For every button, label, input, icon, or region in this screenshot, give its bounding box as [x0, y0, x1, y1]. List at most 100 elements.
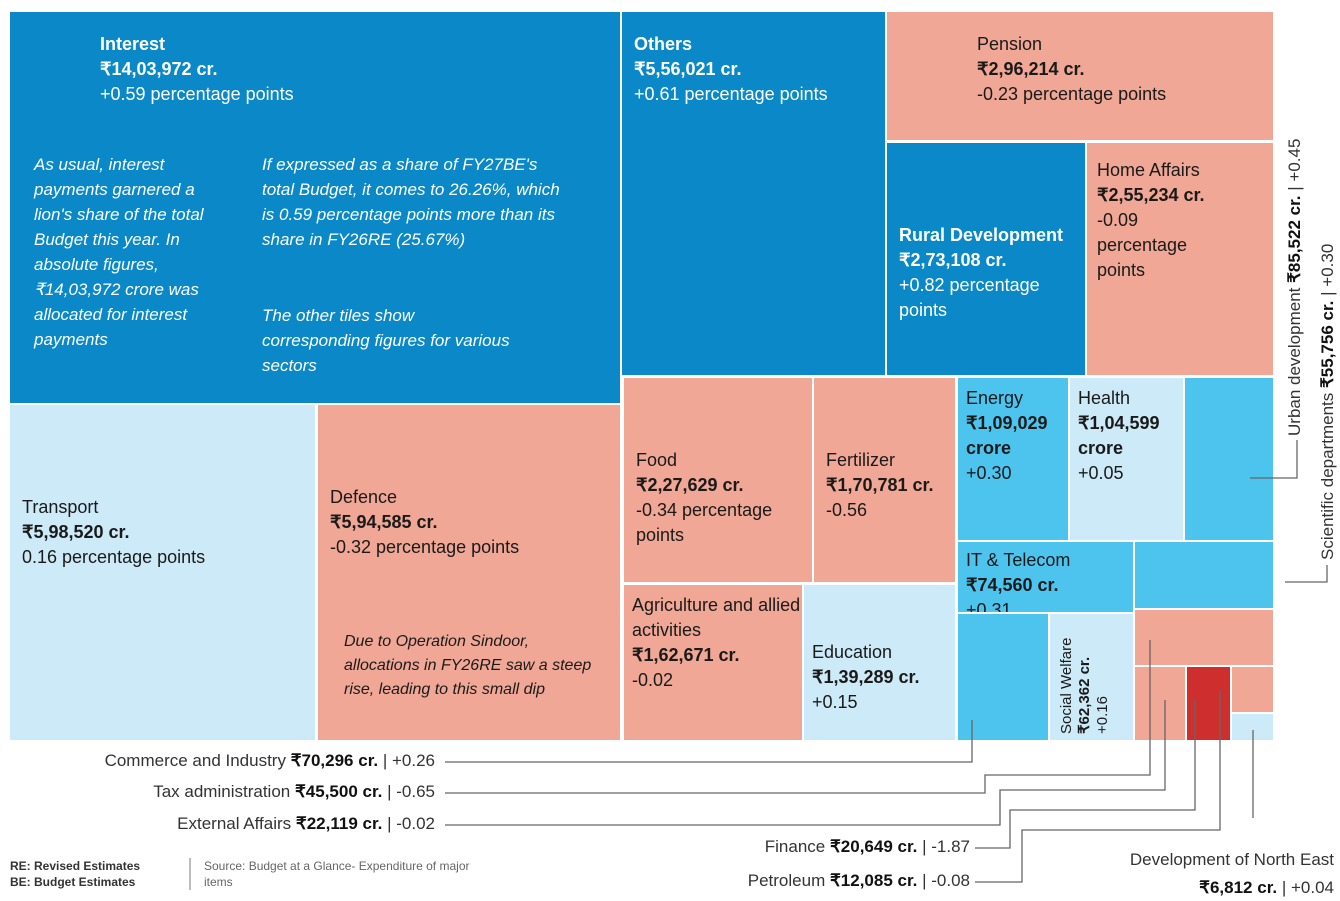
tile: Fertilizer ₹1,70,781 cr. -0.56: [814, 378, 955, 582]
callout-amount: ₹45,500 cr.: [294, 782, 383, 801]
tile: Food ₹2,27,629 cr. -0.34 percentage points: [624, 378, 812, 582]
tile-change: -0.23 percentage points: [977, 84, 1167, 104]
tile-amount: ₹74,560 cr.: [966, 575, 1059, 595]
tile-change: +0.15: [812, 692, 858, 712]
tile-text: Defence ₹5,94,585 cr. -0.32 percentage poi…: [330, 485, 610, 560]
tile-text: Home Affairs ₹2,55,234 cr. -0.09 percentag…: [1097, 158, 1227, 283]
connector: [445, 700, 1166, 826]
tile: Pension ₹2,96,214 cr. -0.23 percentage poi…: [887, 12, 1273, 140]
tile-note: Due to Operation Sindoor, allocations in…: [344, 633, 592, 698]
tile-change: 0.16 percentage points: [22, 547, 206, 567]
callout-name: Development of North East: [1129, 850, 1334, 869]
callout-change: -0.02: [396, 814, 435, 833]
callout-name: Commerce and Industry: [104, 751, 286, 770]
callout: Tax administration ₹45,500 cr. | -0.65: [153, 782, 435, 802]
callout: External Affairs ₹22,119 cr. | -0.02: [177, 814, 435, 834]
tile-change: -0.02: [632, 670, 674, 690]
tile: Interest ₹14,03,972 cr. +0.59 percentage p…: [10, 12, 620, 403]
tile-name: Others: [634, 34, 693, 54]
callout-amount: ₹6,812 cr.: [1199, 878, 1278, 897]
callout-name: External Affairs: [177, 814, 292, 833]
callout-change: +0.04: [1290, 878, 1334, 897]
tile: IT & Telecom ₹74,560 cr. +0.31: [958, 542, 1133, 612]
tile-name: Pension: [977, 34, 1043, 54]
callout-name: Tax administration: [153, 782, 291, 801]
callout: Scientific departments ₹55,756 cr. | +0.…: [1318, 244, 1338, 560]
tile-name: Education: [812, 642, 893, 662]
callout-change: +0.45: [1285, 138, 1304, 182]
tile-amount: ₹2,27,629 cr.: [636, 475, 744, 495]
tile-amount: ₹2,96,214 cr.: [977, 59, 1085, 79]
abbreviation: RE: Revised Estimates: [10, 859, 141, 873]
callout: Development of North East ₹6,812 cr. | +0…: [1130, 846, 1334, 901]
callout-amount: ₹20,649 cr.: [829, 837, 918, 856]
tile-text: Rural Development ₹2,73,108 cr. +0.82 perc…: [899, 223, 1079, 323]
tile-name: Agriculture and allied activities: [632, 595, 801, 640]
tile: Education ₹1,39,289 cr. +0.15: [804, 585, 955, 740]
tile-text: Food ₹2,27,629 cr. -0.34 percentage points: [636, 448, 796, 548]
tile: Transport ₹5,98,520 cr. 0.16 percentage po…: [10, 405, 315, 740]
tile-petroleum: [1232, 667, 1273, 712]
callout-name: Urban development: [1285, 287, 1304, 436]
callout-amount: ₹55,756 cr.: [1318, 300, 1337, 389]
tile: Defence ₹5,94,585 cr. -0.32 percentage poi…: [318, 405, 620, 740]
tile-name: Interest: [100, 34, 166, 54]
callout: Petroleum ₹12,085 cr. | -0.08: [748, 871, 970, 891]
tile-name: Energy: [966, 388, 1024, 408]
callout: Commerce and Industry ₹70,296 cr. | +0.2…: [105, 751, 435, 771]
tile-amount: ₹2,55,234 cr.: [1097, 185, 1205, 205]
callout-name: Scientific departments: [1318, 392, 1337, 560]
tile-scientific: [1135, 542, 1273, 608]
tile-amount: ₹2,73,108 cr.: [899, 250, 1007, 270]
source: Source: Budget at a Glance- Expenditure …: [204, 859, 470, 889]
tile-change: +0.82 percentage points: [899, 275, 1040, 320]
tile-amount: ₹5,94,585 cr.: [330, 512, 438, 532]
callout-separator: |: [922, 871, 927, 890]
abbreviation: BE: Budget Estimates: [10, 875, 136, 889]
tile-urban: [1185, 378, 1273, 540]
callout-change: +0.26: [391, 751, 435, 770]
tile-change: -0.34 percentage points: [636, 500, 773, 545]
tile-commerce: [958, 614, 1048, 740]
callout: Urban development ₹85,522 cr. | +0.45: [1285, 139, 1305, 436]
abbreviations: RE: Revised Estimates BE: Budget Estimate…: [10, 858, 140, 890]
callout-change: +0.30: [1318, 243, 1337, 287]
tile: Health ₹1,04,599 crore +0.05: [1070, 378, 1183, 540]
tile-note: The other tiles show corresponding figur…: [262, 306, 510, 375]
tile: Home Affairs ₹2,55,234 cr. -0.09 percentag…: [1087, 143, 1273, 375]
tile-text: Fertilizer ₹1,70,781 cr. -0.56: [826, 448, 955, 523]
tile-text: Education ₹1,39,289 cr. +0.15: [812, 640, 952, 715]
tile-text: Others ₹5,56,021 cr. +0.61 percentage poin…: [634, 32, 834, 107]
tile-external: [1135, 667, 1185, 740]
tile-change: +0.16: [1094, 696, 1111, 734]
callout: Finance ₹20,649 cr. | -1.87: [765, 837, 970, 857]
tile-name: Home Affairs: [1097, 160, 1200, 180]
tile-change: +0.05: [1078, 463, 1124, 483]
tile-name: Defence: [330, 487, 398, 507]
tile-name: Health: [1078, 388, 1131, 408]
callout-separator: |: [922, 837, 927, 856]
tile-text: Energy ₹1,09,029 crore +0.30: [966, 386, 1066, 486]
tile-text: Health ₹1,04,599 crore +0.05: [1078, 386, 1178, 486]
callout-amount: ₹85,522 cr.: [1285, 195, 1304, 283]
connector: [975, 700, 1196, 849]
tile-text: Transport ₹5,98,520 cr. 0.16 percentage po…: [22, 495, 302, 570]
tile-amount: ₹1,70,781 cr.: [826, 475, 934, 495]
callout-change: -0.08: [931, 871, 970, 890]
tile-amount: ₹1,39,289 cr.: [812, 667, 920, 687]
tile-change: +0.61 percentage points: [634, 84, 828, 104]
tile-change: +0.59 percentage points: [100, 84, 294, 104]
callout-amount: ₹12,085 cr.: [829, 871, 918, 890]
tile: Others ₹5,56,021 cr. +0.61 percentage poin…: [622, 12, 885, 375]
tile-amount: ₹5,98,520 cr.: [22, 522, 130, 542]
tile: Energy ₹1,09,029 crore +0.30: [958, 378, 1068, 540]
tile-name: IT & Telecom: [966, 550, 1071, 570]
tile-amount: ₹5,56,021 cr.: [634, 59, 742, 79]
tile: Agriculture and allied activities ₹1,62,6…: [624, 585, 802, 740]
tile-name: Rural Development: [899, 225, 1064, 245]
connector: [445, 640, 1151, 794]
connector: [1250, 440, 1298, 479]
tile-change: -0.32 percentage points: [330, 537, 520, 557]
